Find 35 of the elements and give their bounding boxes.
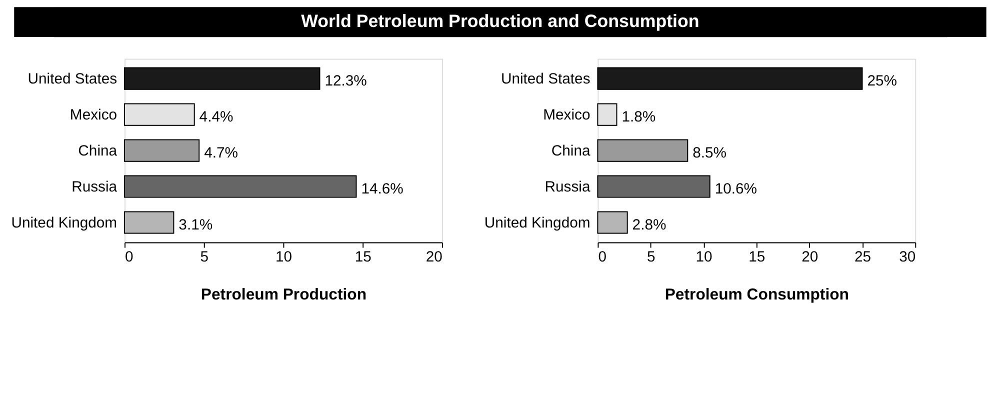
x-tick-label: 15: [748, 250, 766, 266]
x-tick-label: 30: [899, 250, 916, 266]
y-tick-label: China: [78, 143, 118, 160]
x-tick-label: 10: [275, 250, 292, 266]
y-tick-label: Mexico: [70, 108, 118, 124]
data-label: 25%: [867, 74, 897, 90]
y-tick-label: Russia: [544, 179, 591, 196]
data-label: 2.8%: [632, 217, 666, 234]
x-axis-title: Petroleum Production: [200, 286, 367, 304]
x-tick-label: 10: [696, 250, 712, 266]
x-tick-label: 5: [200, 250, 208, 266]
x-tick-label: 0: [124, 250, 134, 266]
data-label: 12.3%: [324, 74, 367, 90]
data-label: 4.7%: [204, 145, 238, 162]
x-axis-title: Petroleum Consumption: [664, 286, 850, 304]
x-tick-label: 15: [354, 250, 372, 266]
y-tick-label: United States: [500, 72, 590, 88]
y-tick-label: United Kingdom: [484, 215, 590, 232]
x-tick-label: 20: [426, 250, 442, 266]
y-tick-label: Mexico: [543, 108, 590, 124]
x-tick-label: 0: [598, 250, 606, 266]
x-tick-label: 5: [646, 250, 656, 266]
y-tick-label: United Kingdom: [11, 215, 118, 232]
data-label: 14.6%: [361, 181, 404, 198]
y-tick-label: United States: [28, 72, 118, 88]
text: World Petroleum Production and Consumption: [301, 11, 700, 32]
data-label: 10.6%: [714, 181, 758, 198]
data-label: 4.4%: [199, 109, 234, 126]
x-tick-label: 20: [802, 250, 818, 266]
data-label: 1.8%: [622, 109, 656, 126]
y-tick-label: Russia: [72, 179, 118, 196]
data-label: 8.5%: [692, 145, 727, 162]
x-tick-label: 25: [854, 250, 872, 266]
y-tick-label: China: [551, 143, 591, 160]
data-label: 3.1%: [178, 217, 213, 234]
